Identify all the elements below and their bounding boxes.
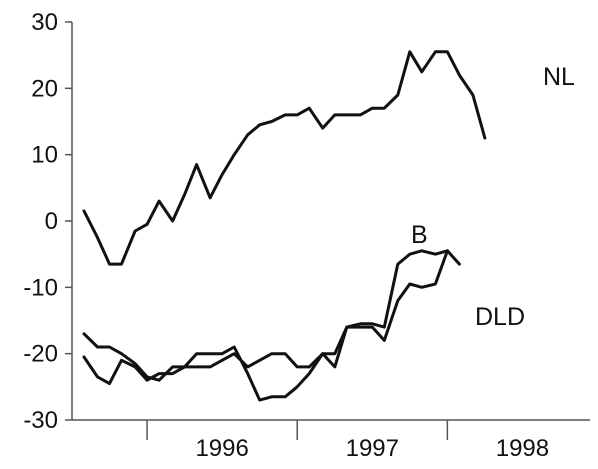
series-label-dld: DLD (475, 303, 525, 331)
series-group (82, 50, 487, 402)
y-tick-label: 20 (31, 75, 58, 102)
y-tick-label: -20 (23, 341, 58, 368)
y-ticks: 30 20 10 0 -10 -20 -30 (23, 9, 72, 434)
x-tick-label: 1997 (346, 435, 399, 462)
y-tick-label: -30 (23, 407, 58, 434)
y-tick-label: 30 (31, 9, 58, 36)
x-tick-label: 1996 (195, 435, 248, 462)
series-line-dld (82, 249, 449, 402)
series-line-b (82, 249, 461, 382)
series-label-b: B (411, 221, 428, 249)
series-labels: NL B DLD (411, 63, 575, 331)
y-tick-label: 0 (45, 208, 58, 235)
series-label-nl: NL (543, 63, 575, 91)
y-tick-label: 10 (31, 142, 58, 169)
x-ticks: 1996 1997 1998 (146, 420, 549, 462)
x-tick-label: 1998 (496, 435, 549, 462)
y-tick-label: -10 (23, 274, 58, 301)
series-line-nl (82, 50, 487, 266)
